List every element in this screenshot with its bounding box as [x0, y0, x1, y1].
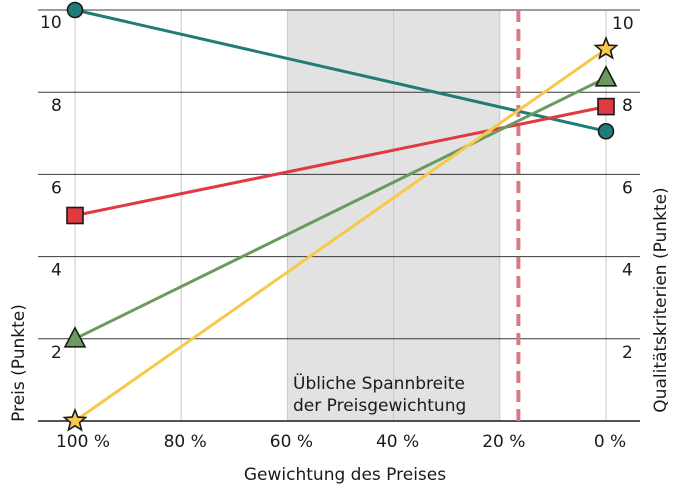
y-axis-title-left: Preis (Punkte): [9, 304, 29, 422]
x-tick-label: 40 %: [376, 432, 419, 452]
y-tick-label-right: 8: [622, 96, 633, 116]
x-tick-label: 20 %: [482, 432, 525, 452]
y-tick-label-left: 8: [51, 96, 62, 116]
grid: [38, 9, 640, 422]
series-layer: [74, 8, 607, 423]
y-tick-label-left: 4: [51, 261, 62, 281]
y-tick-label-right: 4: [622, 261, 633, 281]
y-tick-label-left: 2: [51, 343, 62, 363]
circle-marker: [66, 1, 84, 19]
marker-layer: [62, 1, 619, 432]
y-axis-title-right: Qualitätskriterien (Punkte): [651, 187, 671, 412]
y-tick-label-left: 6: [51, 178, 62, 198]
y-tick-label-right: 6: [622, 178, 633, 198]
triangle-marker: [63, 326, 87, 348]
star-marker: [62, 407, 88, 432]
x-tick-label: 100 %: [56, 432, 110, 452]
band-label-line-2: der Preisgewichtung: [293, 396, 466, 416]
square-marker: [597, 97, 615, 116]
tick-labels: 100 % 80 % 60 % 40 % 20 % 0 % 10 10 8 8 6 6 4 4 2 2: [40, 13, 634, 452]
square-marker: [66, 206, 84, 225]
series-line-square: [74, 105, 607, 217]
y-tick-label-right: 2: [622, 343, 633, 363]
x-tick-label: 60 %: [270, 432, 313, 452]
star-marker: [593, 35, 619, 60]
x-tick-label: 0 %: [594, 432, 626, 452]
circle-marker: [597, 122, 615, 140]
y-tick-label-right: 10: [612, 14, 634, 34]
band-label-line-1: Übliche Spannbreite: [293, 372, 465, 394]
triangle-marker: [594, 65, 618, 87]
x-axis-title: Gewichtung des Preises: [244, 465, 446, 485]
series-line-star: [74, 47, 607, 423]
x-tick-label: 80 %: [164, 432, 207, 452]
y-tick-label-left: 10: [40, 13, 62, 33]
series-line-triangle: [74, 76, 607, 341]
